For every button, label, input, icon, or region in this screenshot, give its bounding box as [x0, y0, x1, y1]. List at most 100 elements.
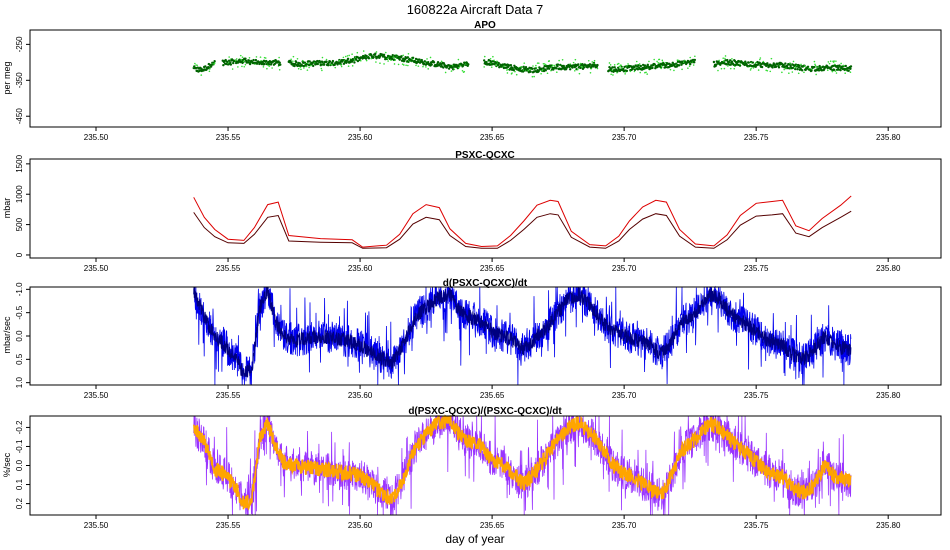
panel-2-ylabel: mbar: [2, 198, 12, 219]
apo-point: [556, 63, 560, 66]
apo-point-light: [617, 62, 620, 65]
apo-point-light: [826, 69, 829, 71]
panel-2: PSXC-QCXC mbar 0 500 1000 1500 235.50 235.55…: [2, 150, 942, 273]
apo-point-light: [842, 64, 845, 67]
apo-point-light: [739, 63, 741, 65]
apo-point: [244, 57, 247, 60]
apo-point-light: [759, 58, 761, 61]
apo-point: [382, 53, 386, 56]
x-tick-label: 235.80: [876, 264, 901, 273]
panel-4-title: d(PSXC-QCXC)/(PSXC-QCXC)/dt: [408, 406, 562, 417]
apo-point: [806, 65, 810, 68]
apo-point-light: [515, 73, 518, 76]
apo-point: [418, 58, 421, 61]
apo-point: [664, 65, 667, 69]
apo-point-light: [618, 65, 621, 68]
apo-point: [579, 66, 582, 70]
apo-point: [229, 63, 233, 66]
apo-point-light: [278, 56, 280, 59]
apo-point-light: [306, 69, 309, 71]
y-tick-label: 1500: [15, 154, 24, 172]
apo-point: [462, 63, 465, 67]
apo-point: [213, 60, 216, 63]
apo-point: [372, 56, 375, 59]
apo-point-light: [394, 59, 396, 62]
apo-point-light: [493, 59, 495, 62]
apo-point-light: [384, 51, 387, 54]
apo-point: [354, 58, 358, 61]
apo-point-light: [783, 68, 786, 71]
apo-point-light: [593, 59, 596, 62]
apo-point-light: [200, 74, 203, 76]
apo-point: [727, 60, 731, 64]
apo-point: [758, 61, 762, 65]
apo-point-light: [620, 66, 623, 69]
apo-point-light: [231, 68, 234, 70]
apo-point: [688, 62, 692, 66]
derivative-smoothed-line: [192, 414, 852, 511]
apo-point-light: [555, 71, 558, 73]
apo-point-light: [645, 71, 647, 74]
panel-1-yticks: -250 -350 -450: [15, 36, 30, 124]
apo-point-light: [835, 60, 837, 62]
figure-title: 160822a Aircraft Data 7: [407, 2, 544, 17]
apo-point-light: [457, 58, 460, 61]
apo-point: [637, 64, 640, 67]
apo-point-light: [520, 66, 523, 68]
y-tick-label: 500: [15, 217, 24, 231]
apo-point-light: [235, 58, 238, 60]
apo-point: [728, 59, 732, 62]
apo-point-light: [749, 69, 752, 71]
apo-point: [543, 65, 546, 68]
derivative-raw-line: [193, 414, 852, 516]
apo-point-light: [532, 65, 534, 67]
apo-point-light: [688, 65, 691, 67]
apo-point: [766, 62, 769, 65]
apo-point-light: [785, 67, 787, 70]
apo-point: [839, 68, 842, 72]
apo-point-light: [535, 64, 537, 67]
apo-point-light: [422, 65, 424, 68]
apo-point: [227, 59, 231, 62]
x-tick-label: 235.60: [348, 391, 373, 400]
apo-point-light: [720, 67, 723, 70]
y-tick-label: -350: [15, 72, 24, 89]
x-tick-label: 235.70: [612, 391, 637, 400]
apo-point: [548, 67, 551, 70]
apo-point-light: [656, 60, 658, 63]
apo-point-light: [673, 69, 675, 72]
apo-point-light: [362, 50, 365, 52]
apo-point-light: [266, 67, 268, 70]
apo-point-light: [321, 56, 324, 59]
apo-point-light: [546, 72, 549, 75]
x-tick-label: 235.55: [216, 264, 241, 273]
apo-point-light: [757, 69, 760, 71]
apo-point: [248, 62, 252, 66]
apo-point: [568, 68, 572, 71]
y-tick-label: -0.2: [15, 420, 24, 434]
apo-point-light: [458, 66, 460, 69]
apo-point: [442, 66, 445, 69]
y-tick-label: 0.5: [15, 353, 24, 365]
apo-point: [582, 66, 586, 69]
apo-point: [537, 69, 540, 73]
apo-point: [581, 63, 584, 66]
apo-point-light: [209, 67, 211, 70]
apo-point-light: [613, 64, 616, 66]
apo-point: [255, 62, 259, 65]
apo-point: [522, 65, 525, 68]
apo-point-light: [450, 70, 453, 72]
apo-point-light: [342, 56, 345, 59]
apo-point-light: [303, 67, 305, 69]
panel-1-marks: [192, 50, 853, 78]
x-tick-label: 235.70: [612, 521, 637, 530]
apo-point: [555, 67, 558, 70]
apo-point: [420, 58, 424, 62]
panel-2-xticks: 235.50 235.55 235.60 235.65 235.70 235.75 235.…: [84, 258, 901, 273]
apo-point: [254, 58, 258, 62]
apo-point-light: [393, 63, 396, 65]
derivative-raw-line: [193, 285, 852, 386]
apo-point: [247, 59, 251, 62]
apo-point-light: [833, 60, 835, 62]
